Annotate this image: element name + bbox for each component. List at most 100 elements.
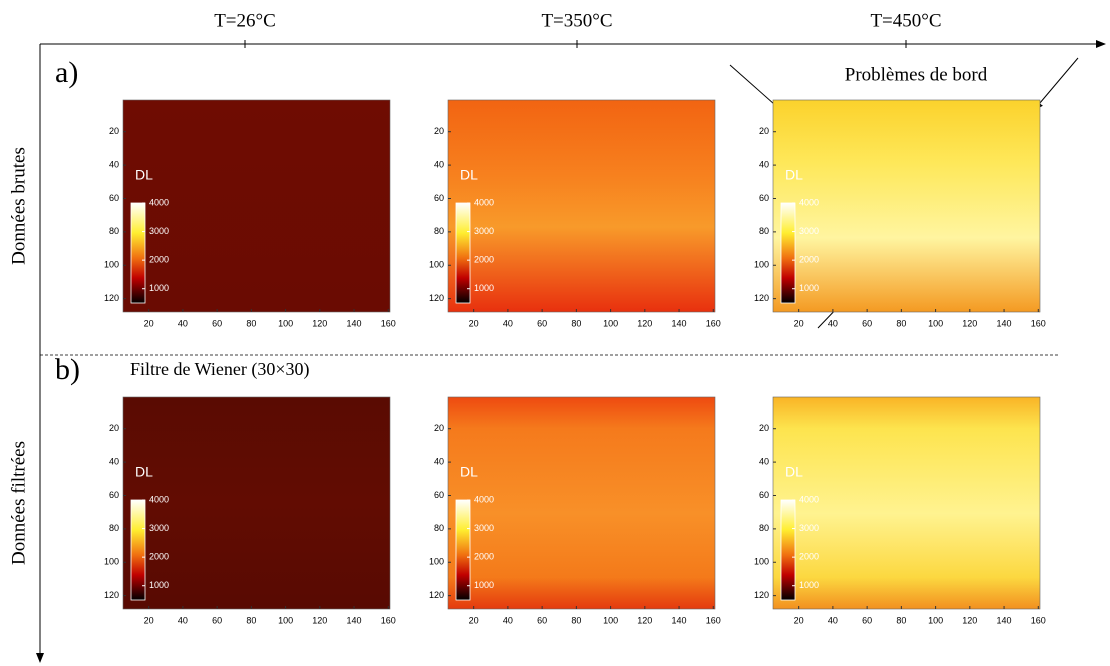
x-tick-label: 60 <box>537 318 547 328</box>
x-tick-label: 40 <box>828 318 838 328</box>
y-tick-label: 60 <box>109 193 119 203</box>
annotation: Problèmes de bord <box>845 64 988 85</box>
y-tick-label: 100 <box>104 557 119 567</box>
y-tick-label: 80 <box>109 226 119 236</box>
y-tick-label: 120 <box>104 590 119 600</box>
x-tick-label: 60 <box>212 318 222 328</box>
x-tick-label: 60 <box>862 615 872 625</box>
x-tick-label: 80 <box>571 615 581 625</box>
y-tick-label: 20 <box>434 423 444 433</box>
x-tick-label: 80 <box>246 615 256 625</box>
y-tick-label: 20 <box>759 126 769 136</box>
x-tick-label: 20 <box>144 615 154 625</box>
x-tick-label: 20 <box>144 318 154 328</box>
x-tick-label: 140 <box>347 615 362 625</box>
plot-frame <box>772 99 1041 313</box>
y-tick-label: 120 <box>429 293 444 303</box>
x-tick-label: 80 <box>896 318 906 328</box>
y-tick-label: 100 <box>429 260 444 270</box>
panel-note: Filtre de Wiener (30×30) <box>130 359 310 380</box>
heatmap <box>773 100 1040 312</box>
y-tick-label: 60 <box>434 490 444 500</box>
colorbar-tick-label: 4000 <box>474 197 494 207</box>
x-tick-label: 20 <box>794 615 804 625</box>
colorbar-tick-label: 3000 <box>799 523 819 533</box>
colorbar <box>130 499 146 601</box>
x-tick-label: 40 <box>503 318 513 328</box>
x-tick-label: 120 <box>962 615 977 625</box>
y-tick-label: 60 <box>759 490 769 500</box>
x-tick-label: 100 <box>928 615 943 625</box>
x-tick-label: 60 <box>212 615 222 625</box>
colorbar-tick-label: 3000 <box>474 523 494 533</box>
plot-frame <box>122 99 391 313</box>
y-tick-label: 80 <box>759 226 769 236</box>
y-tick-label: 80 <box>759 523 769 533</box>
colorbar <box>130 202 146 304</box>
x-tick-label: 20 <box>469 318 479 328</box>
x-tick-label: 120 <box>962 318 977 328</box>
y-tick-label: 80 <box>434 226 444 236</box>
y-tick-label: 60 <box>109 490 119 500</box>
y-tick-label: 20 <box>109 423 119 433</box>
plot-frame <box>122 396 391 610</box>
colorbar-tick-label: 2000 <box>474 255 494 265</box>
colorbar-tick-label: 3000 <box>149 226 169 236</box>
colorbar-tick-label: 1000 <box>149 283 169 293</box>
x-tick-label: 120 <box>637 318 652 328</box>
colorbar-tick-label: 4000 <box>799 197 819 207</box>
colorbar-tick-label: 2000 <box>149 552 169 562</box>
y-tick-label: 20 <box>759 423 769 433</box>
y-tick-label: 80 <box>109 523 119 533</box>
x-tick-label: 140 <box>672 318 687 328</box>
y-tick-label: 20 <box>434 126 444 136</box>
heatmap <box>123 397 390 609</box>
plot-frame <box>772 396 1041 610</box>
x-tick-label: 120 <box>312 615 327 625</box>
x-tick-label: 80 <box>246 318 256 328</box>
y-tick-label: 40 <box>109 159 119 169</box>
y-tick-label: 100 <box>754 260 769 270</box>
x-tick-label: 160 <box>706 615 721 625</box>
x-tick-label: 40 <box>828 615 838 625</box>
colorbar-label: DL <box>785 167 803 183</box>
y-tick-label: 40 <box>109 456 119 466</box>
x-tick-label: 160 <box>1031 318 1046 328</box>
colorbar-label: DL <box>460 464 478 480</box>
x-tick-label: 140 <box>672 615 687 625</box>
x-tick-label: 40 <box>178 318 188 328</box>
heatmap <box>773 397 1040 609</box>
colorbar-tick-label: 1000 <box>799 283 819 293</box>
y-tick-label: 40 <box>759 159 769 169</box>
colorbar-tick-label: 2000 <box>474 552 494 562</box>
colorbar-tick-label: 2000 <box>799 552 819 562</box>
colorbar-tick-label: 4000 <box>474 494 494 504</box>
x-tick-label: 40 <box>503 615 513 625</box>
x-tick-label: 80 <box>896 615 906 625</box>
colorbar-tick-label: 3000 <box>799 226 819 236</box>
x-tick-label: 140 <box>347 318 362 328</box>
x-tick-label: 160 <box>381 615 396 625</box>
colorbar <box>780 202 796 304</box>
colorbar-tick-label: 4000 <box>799 494 819 504</box>
heatmap <box>123 100 390 312</box>
y-tick-label: 60 <box>759 193 769 203</box>
column-title: T=450°C <box>870 10 941 31</box>
x-tick-label: 140 <box>997 615 1012 625</box>
colorbar-tick-label: 4000 <box>149 494 169 504</box>
plot-frame <box>447 99 716 313</box>
x-tick-label: 120 <box>312 318 327 328</box>
colorbar <box>455 202 471 304</box>
colorbar <box>780 499 796 601</box>
y-tick-label: 100 <box>104 260 119 270</box>
y-tick-label: 60 <box>434 193 444 203</box>
panel-label: b) <box>55 353 80 386</box>
x-tick-label: 160 <box>381 318 396 328</box>
column-title: T=350°C <box>541 10 612 31</box>
y-tick-label: 120 <box>754 590 769 600</box>
y-tick-label: 120 <box>429 590 444 600</box>
row-label: Données filtrées <box>8 441 29 565</box>
colorbar-tick-label: 2000 <box>799 255 819 265</box>
x-tick-label: 140 <box>997 318 1012 328</box>
colorbar <box>455 499 471 601</box>
